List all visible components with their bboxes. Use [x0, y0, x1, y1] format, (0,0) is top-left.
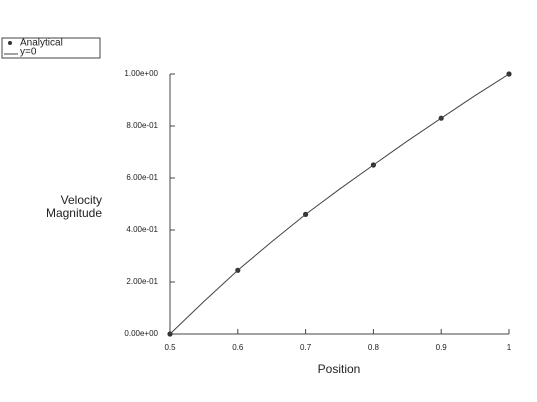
legend-label: y=0: [20, 47, 37, 58]
y-tick-label: 0.00e+00: [124, 329, 158, 338]
y-tick-label: 2.00e-01: [126, 277, 158, 286]
x-tick-label: 0.9: [436, 343, 448, 352]
x-tick-label: 0.7: [300, 343, 312, 352]
x-tick-label: 0.5: [164, 343, 176, 352]
x-axis-label: Position: [318, 362, 361, 376]
legend-label: Analytical: [20, 38, 63, 49]
line: [169, 73, 510, 335]
legend-box: [1, 37, 101, 59]
y-tick-label: 4.00e-01: [126, 225, 158, 234]
y-tick-label: 1.00e+00: [124, 69, 158, 78]
legend-marker: [8, 41, 12, 45]
x-tick-label: 1: [507, 343, 512, 352]
y-tick-label: 6.00e-01: [126, 173, 158, 182]
x-tick-label: 0.6: [232, 343, 244, 352]
y-tick-label: 8.00e-01: [126, 121, 158, 130]
x-tick-label: 0.8: [368, 343, 380, 352]
y-axis-label: Velocity Magnitude: [45, 193, 102, 220]
